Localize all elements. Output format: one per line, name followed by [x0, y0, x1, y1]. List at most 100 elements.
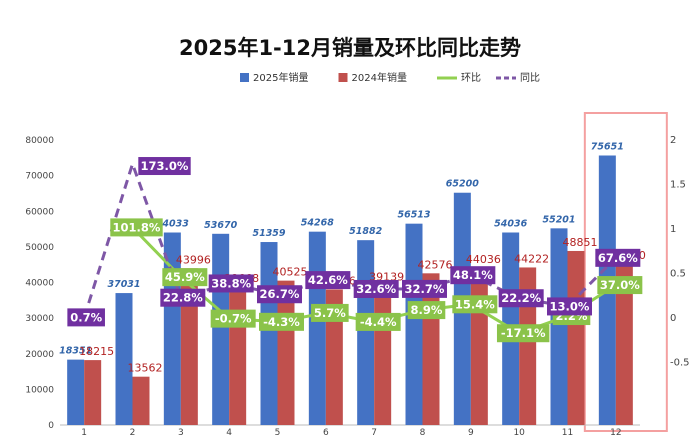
mom-label-box [597, 276, 643, 295]
bar-2025 [67, 359, 85, 425]
bar-2025-label: 65200 [446, 179, 479, 190]
bar-2024 [132, 376, 150, 425]
x-tick-label: 11 [562, 428, 573, 435]
yoy-label: 13.0% [550, 299, 590, 313]
mom-label-box [496, 324, 550, 343]
bar-2024-label: 43996 [176, 253, 211, 266]
x-tick-label: 5 [275, 428, 281, 435]
bar-2024-label: 48851 [563, 236, 598, 249]
y-right-tick-label: 0.5 [670, 269, 686, 280]
bar-2024-label: 44036 [466, 253, 501, 266]
yoy-label-box [257, 285, 302, 304]
y-left-tick-label: 30000 [25, 314, 54, 324]
y-right-tick-label: 1.5 [670, 180, 686, 191]
x-tick-label: 9 [468, 428, 474, 435]
yoy-label: 22.8% [163, 291, 203, 305]
bar-2025 [308, 231, 326, 425]
mom-label: -17.1% [501, 326, 546, 340]
x-tick-label: 10 [513, 428, 525, 435]
bar-2025-label: 54036 [494, 218, 527, 229]
x-tick-label: 8 [420, 428, 426, 435]
yoy-label: 32.6% [356, 282, 396, 296]
yoy-label-box [450, 266, 496, 285]
mom-label-box [162, 268, 208, 287]
mom-label-box [407, 301, 446, 320]
mom-label: -4.3% [263, 315, 300, 329]
legend-swatch [240, 73, 249, 82]
yoy-label: 32.7% [405, 282, 445, 296]
mom-label: -4.4% [360, 315, 397, 329]
legend: 2025年销量 2024年销量 环比 同比 [240, 71, 540, 84]
yoy-label-box [208, 274, 254, 293]
y-right-tick-label: 0 [670, 313, 676, 324]
yoy-label-box [402, 279, 447, 298]
highlight-box [583, 112, 668, 432]
y-right-tick-label: -0.5 [670, 358, 690, 369]
bar-2025-label: 55201 [542, 214, 575, 225]
yoy-label: 26.7% [260, 287, 300, 301]
x-tick-label: 2 [130, 428, 136, 435]
legend-label: 2025年销量 [253, 71, 308, 84]
y-left-tick-label: 50000 [25, 243, 54, 253]
y-right-tick-label: 1 [670, 224, 676, 235]
bar-2024 [615, 264, 633, 425]
bar-2025 [550, 228, 568, 425]
mom-label-box [355, 312, 401, 331]
bar-2024-label: 40525 [273, 266, 308, 279]
y-left-tick-label: 60000 [25, 207, 54, 217]
yoy-label-box [305, 271, 351, 290]
chart-title: 2025年1-12月销量及环比同比走势 [179, 36, 521, 60]
mom-label-box [452, 295, 498, 314]
bar-2025-label: 54268 [301, 218, 334, 229]
bar-2024-label: 44222 [514, 252, 549, 265]
yoy-label-box [547, 297, 592, 316]
mom-label-box [110, 218, 163, 237]
yoy-label-box [498, 289, 544, 308]
mom-label: -0.7% [215, 312, 252, 326]
yoy-label: 22.2% [501, 291, 541, 305]
mom-label-box [311, 303, 349, 322]
mom-label: 5.7% [314, 306, 346, 320]
yoy-label-box [595, 248, 641, 267]
yoy-label: 67.6% [598, 251, 638, 265]
x-tick-label: 7 [371, 428, 377, 435]
yoy-label: 38.8% [211, 276, 251, 290]
bar-2025 [212, 233, 230, 425]
y-left-tick-label: 20000 [25, 350, 54, 360]
x-tick-label: 1 [81, 428, 87, 435]
yoy-label-box [138, 157, 191, 176]
mom-label: 45.9% [165, 270, 205, 284]
bar-2024-label: 18215 [79, 345, 114, 358]
bar-2025-label: 75651 [591, 141, 624, 152]
y-left-tick-label: 70000 [25, 172, 54, 182]
legend-label: 2024年销量 [352, 71, 407, 84]
bar-2025-label: 54033 [156, 219, 189, 230]
bar-2025-label: 18351 [59, 346, 92, 357]
bar-2025-label: 51882 [349, 226, 382, 237]
y-left-tick-label: 0 [48, 421, 54, 431]
bar-2024 [567, 250, 585, 425]
yoy-label-box [160, 288, 206, 307]
bar-2025-label: 53670 [204, 220, 237, 231]
mom-label-box [259, 312, 304, 331]
legend-label: 同比 [520, 72, 540, 84]
yoy-label: 173.0% [141, 159, 189, 173]
bar-2024-label: 42576 [418, 258, 453, 271]
bar-2025-label: 51359 [252, 228, 285, 239]
bar-2024 [470, 268, 488, 425]
bar-2025 [115, 293, 133, 425]
bar-2024 [325, 289, 343, 425]
x-tick-label: 3 [178, 428, 184, 435]
legend-label: 环比 [461, 72, 481, 84]
bar-2025-label: 37031 [107, 279, 140, 290]
mom-label: 8.9% [411, 303, 443, 317]
bar-2024 [374, 285, 392, 425]
mom-label-box [210, 309, 256, 328]
y-right-tick-label: 2 [670, 135, 676, 146]
mom-label: 101.8% [113, 220, 161, 234]
mom-label: 37.0% [600, 278, 640, 292]
legend-swatch [338, 73, 348, 82]
bar-2024 [229, 287, 247, 425]
bar-2025 [357, 240, 375, 425]
